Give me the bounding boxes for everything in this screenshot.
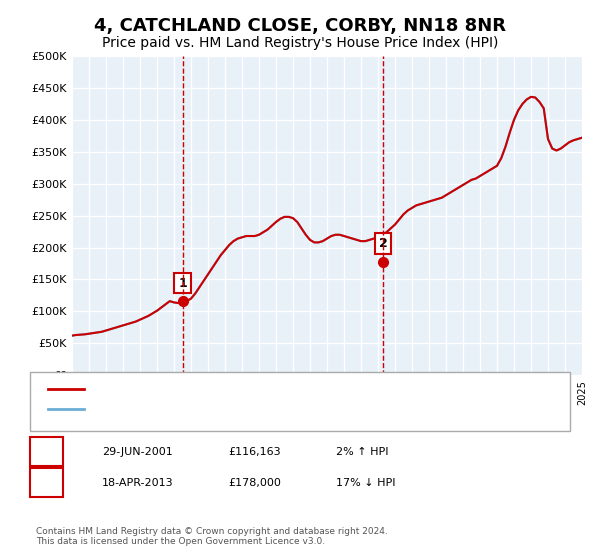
Text: 18-APR-2013: 18-APR-2013 (102, 478, 173, 488)
Text: 29-JUN-2001: 29-JUN-2001 (102, 447, 173, 457)
Text: Contains HM Land Registry data © Crown copyright and database right 2024.
This d: Contains HM Land Registry data © Crown c… (36, 526, 388, 546)
Text: £178,000: £178,000 (228, 478, 281, 488)
Text: £116,163: £116,163 (228, 447, 281, 457)
Text: Price paid vs. HM Land Registry's House Price Index (HPI): Price paid vs. HM Land Registry's House … (102, 36, 498, 50)
Text: 4, CATCHLAND CLOSE, CORBY, NN18 8NR (detached house): 4, CATCHLAND CLOSE, CORBY, NN18 8NR (det… (90, 384, 401, 394)
Text: 1: 1 (178, 277, 187, 290)
Text: 4, CATCHLAND CLOSE, CORBY, NN18 8NR: 4, CATCHLAND CLOSE, CORBY, NN18 8NR (94, 17, 506, 35)
Text: 1: 1 (43, 447, 50, 457)
Text: 2% ↑ HPI: 2% ↑ HPI (336, 447, 389, 457)
Text: HPI: Average price, detached house, North Northamptonshire: HPI: Average price, detached house, Nort… (90, 404, 410, 414)
Text: 17% ↓ HPI: 17% ↓ HPI (336, 478, 395, 488)
Text: 2: 2 (379, 237, 388, 250)
Text: 2: 2 (43, 478, 50, 488)
